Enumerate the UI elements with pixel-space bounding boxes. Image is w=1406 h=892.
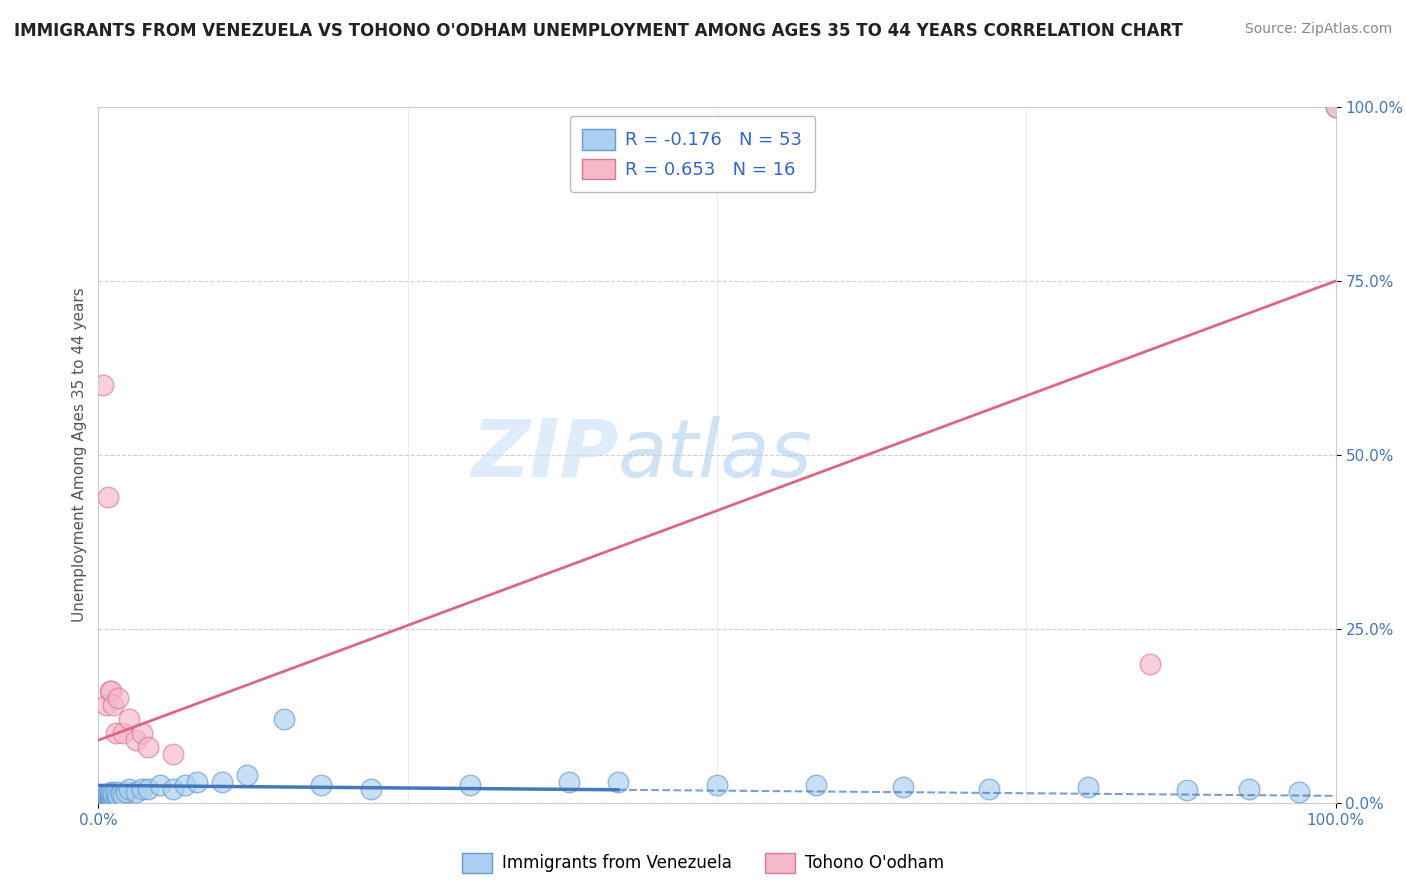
- Point: [112, 789, 135, 803]
- Point: [98, 792, 121, 806]
- Point: [96, 792, 118, 806]
- Point: [1139, 657, 1161, 671]
- Point: [104, 726, 127, 740]
- Point: [118, 781, 141, 796]
- Text: Source: ZipAtlas.com: Source: ZipAtlas.com: [1244, 22, 1392, 37]
- Point: [136, 740, 159, 755]
- Point: [93, 792, 115, 806]
- Point: [93, 378, 115, 392]
- Point: [110, 788, 132, 802]
- Point: [236, 768, 259, 782]
- Text: ZIP: ZIP: [471, 416, 619, 494]
- Y-axis label: Unemployment Among Ages 35 to 44 years: Unemployment Among Ages 35 to 44 years: [72, 287, 87, 623]
- Point: [100, 790, 122, 805]
- Point: [174, 778, 197, 792]
- Point: [97, 788, 120, 802]
- Point: [979, 781, 1001, 796]
- Point: [96, 792, 118, 806]
- Text: atlas: atlas: [619, 416, 813, 494]
- Point: [118, 712, 141, 726]
- Point: [103, 790, 125, 805]
- Point: [1077, 780, 1099, 795]
- Point: [103, 788, 125, 802]
- Point: [607, 775, 630, 789]
- Point: [104, 789, 127, 803]
- Point: [124, 733, 146, 747]
- Point: [107, 691, 129, 706]
- Point: [149, 778, 172, 792]
- Point: [1324, 100, 1347, 114]
- Point: [97, 792, 120, 806]
- Point: [273, 712, 295, 726]
- Point: [93, 792, 115, 806]
- Point: [186, 775, 208, 789]
- Point: [100, 792, 122, 806]
- Point: [94, 698, 117, 713]
- Point: [891, 780, 914, 795]
- Point: [804, 778, 827, 792]
- Point: [309, 778, 332, 792]
- Point: [97, 490, 120, 504]
- Point: [93, 792, 115, 806]
- Point: [1175, 783, 1198, 797]
- Point: [93, 789, 115, 803]
- Point: [100, 684, 122, 698]
- Point: [103, 698, 125, 713]
- Point: [1324, 100, 1347, 114]
- Point: [360, 781, 382, 796]
- Point: [100, 785, 122, 799]
- Point: [98, 684, 121, 698]
- Legend: R = -0.176   N = 53, R = 0.653   N = 16: R = -0.176 N = 53, R = 0.653 N = 16: [569, 116, 815, 192]
- Point: [96, 789, 118, 803]
- Point: [162, 747, 184, 761]
- Point: [131, 781, 153, 796]
- Point: [458, 778, 481, 792]
- Point: [100, 788, 122, 802]
- Point: [131, 726, 153, 740]
- Point: [706, 778, 728, 792]
- Legend: Immigrants from Venezuela, Tohono O'odham: Immigrants from Venezuela, Tohono O'odha…: [456, 847, 950, 880]
- Point: [124, 785, 146, 799]
- Point: [98, 789, 121, 803]
- Point: [96, 789, 118, 803]
- Point: [97, 790, 120, 805]
- Point: [211, 775, 233, 789]
- Point: [107, 789, 129, 803]
- Point: [114, 785, 136, 799]
- Point: [98, 790, 121, 805]
- Point: [136, 781, 159, 796]
- Point: [93, 792, 115, 806]
- Point: [1288, 785, 1310, 799]
- Point: [557, 775, 579, 789]
- Point: [112, 726, 135, 740]
- Point: [162, 781, 184, 796]
- Point: [1237, 781, 1260, 796]
- Point: [104, 785, 127, 799]
- Text: IMMIGRANTS FROM VENEZUELA VS TOHONO O'ODHAM UNEMPLOYMENT AMONG AGES 35 TO 44 YEA: IMMIGRANTS FROM VENEZUELA VS TOHONO O'OD…: [14, 22, 1182, 40]
- Point: [93, 792, 115, 806]
